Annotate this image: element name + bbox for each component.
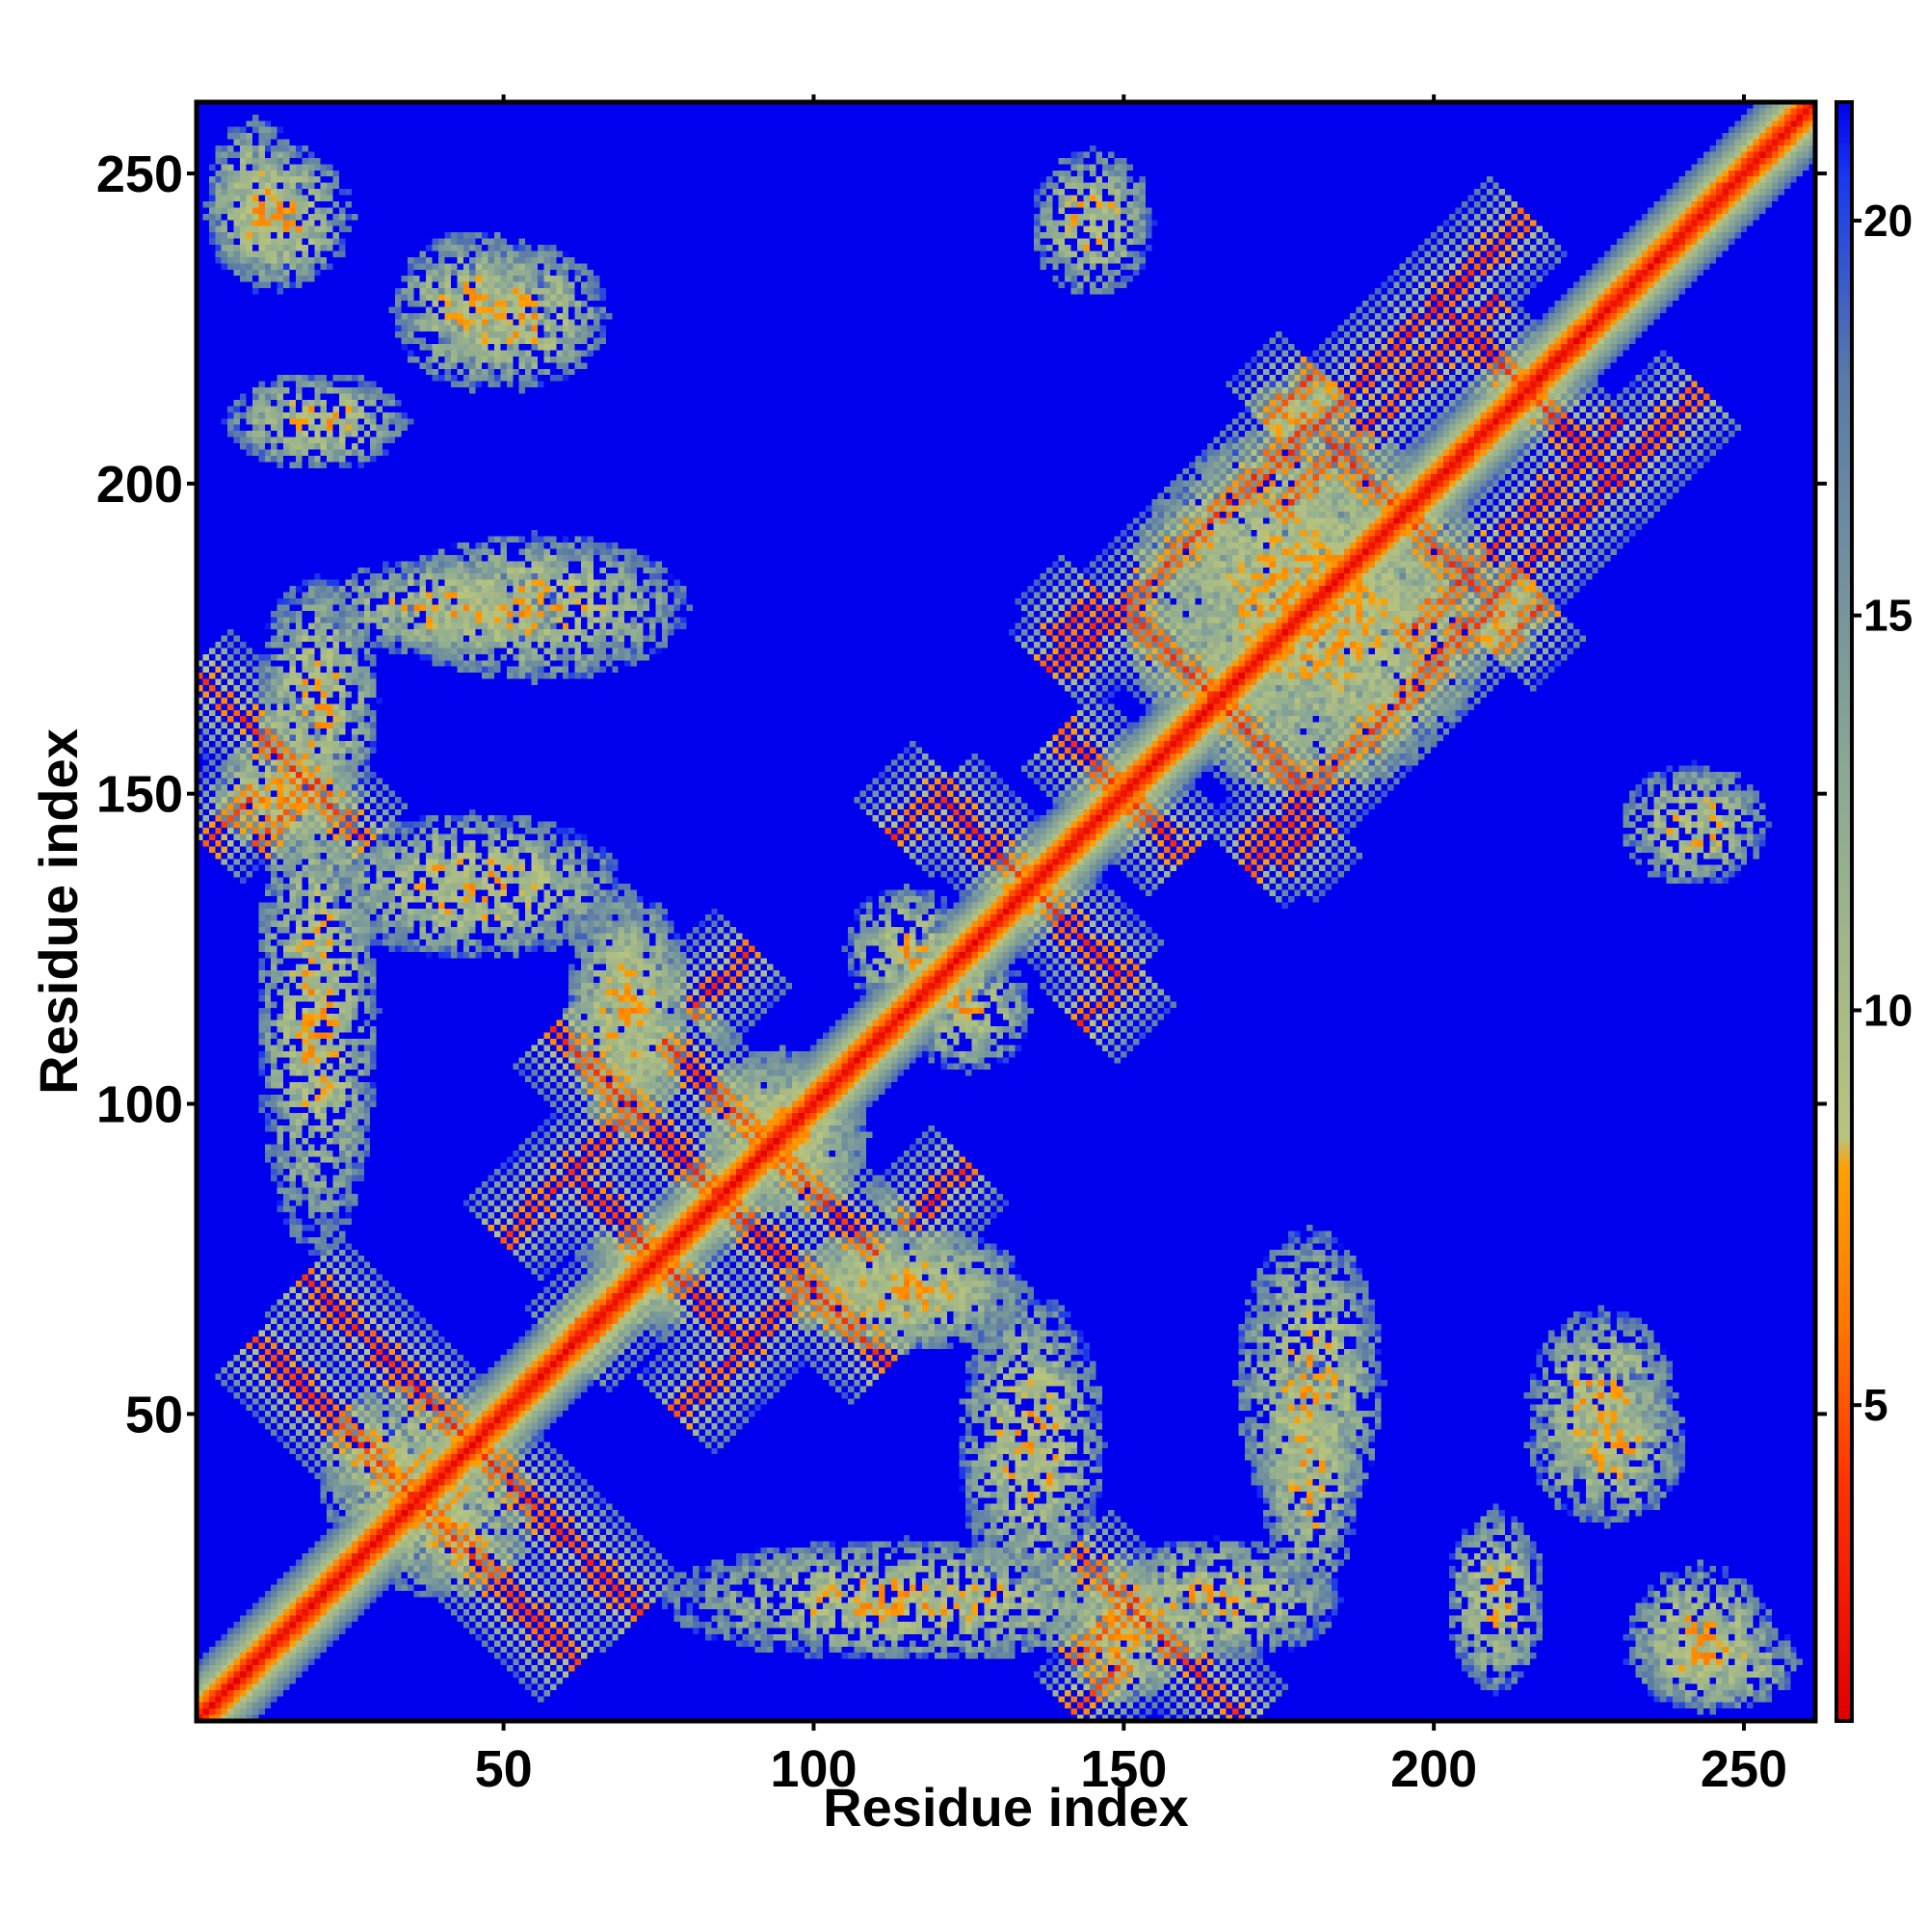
heatmap-image	[197, 102, 1815, 1721]
x-axis-label: Residue index	[823, 1777, 1189, 1838]
x-tick-label: 200	[1390, 1740, 1477, 1798]
plot-frame	[194, 99, 1818, 1724]
y-axis-ticks: 50 100 150 200 250	[96, 146, 1827, 1443]
colorbar-tick-label: 15	[1863, 591, 1913, 641]
colorbar	[1835, 100, 1854, 1723]
x-axis-ticks: 50 100 150 200 250	[475, 94, 1787, 1798]
heatmap-cells	[197, 102, 1815, 1721]
y-tick-label: 150	[96, 766, 183, 824]
y-tick-label: 50	[125, 1386, 183, 1443]
x-tick-label: 250	[1701, 1740, 1787, 1798]
colorbar-tick-label: 20	[1863, 196, 1913, 246]
x-tick-label: 50	[475, 1740, 533, 1798]
colorbar-tick-label: 10	[1863, 985, 1913, 1035]
y-tick-label: 100	[96, 1076, 183, 1134]
y-tick-label: 200	[96, 456, 183, 514]
colorbar-ticks: 5 10 15 20	[1852, 196, 1913, 1430]
colorbar-tick-label: 5	[1863, 1380, 1888, 1430]
y-axis-label: Residue index	[28, 728, 89, 1095]
x-tick-label: 150	[1080, 1740, 1167, 1798]
y-tick-label: 250	[96, 146, 183, 203]
x-tick-label: 100	[770, 1740, 857, 1798]
